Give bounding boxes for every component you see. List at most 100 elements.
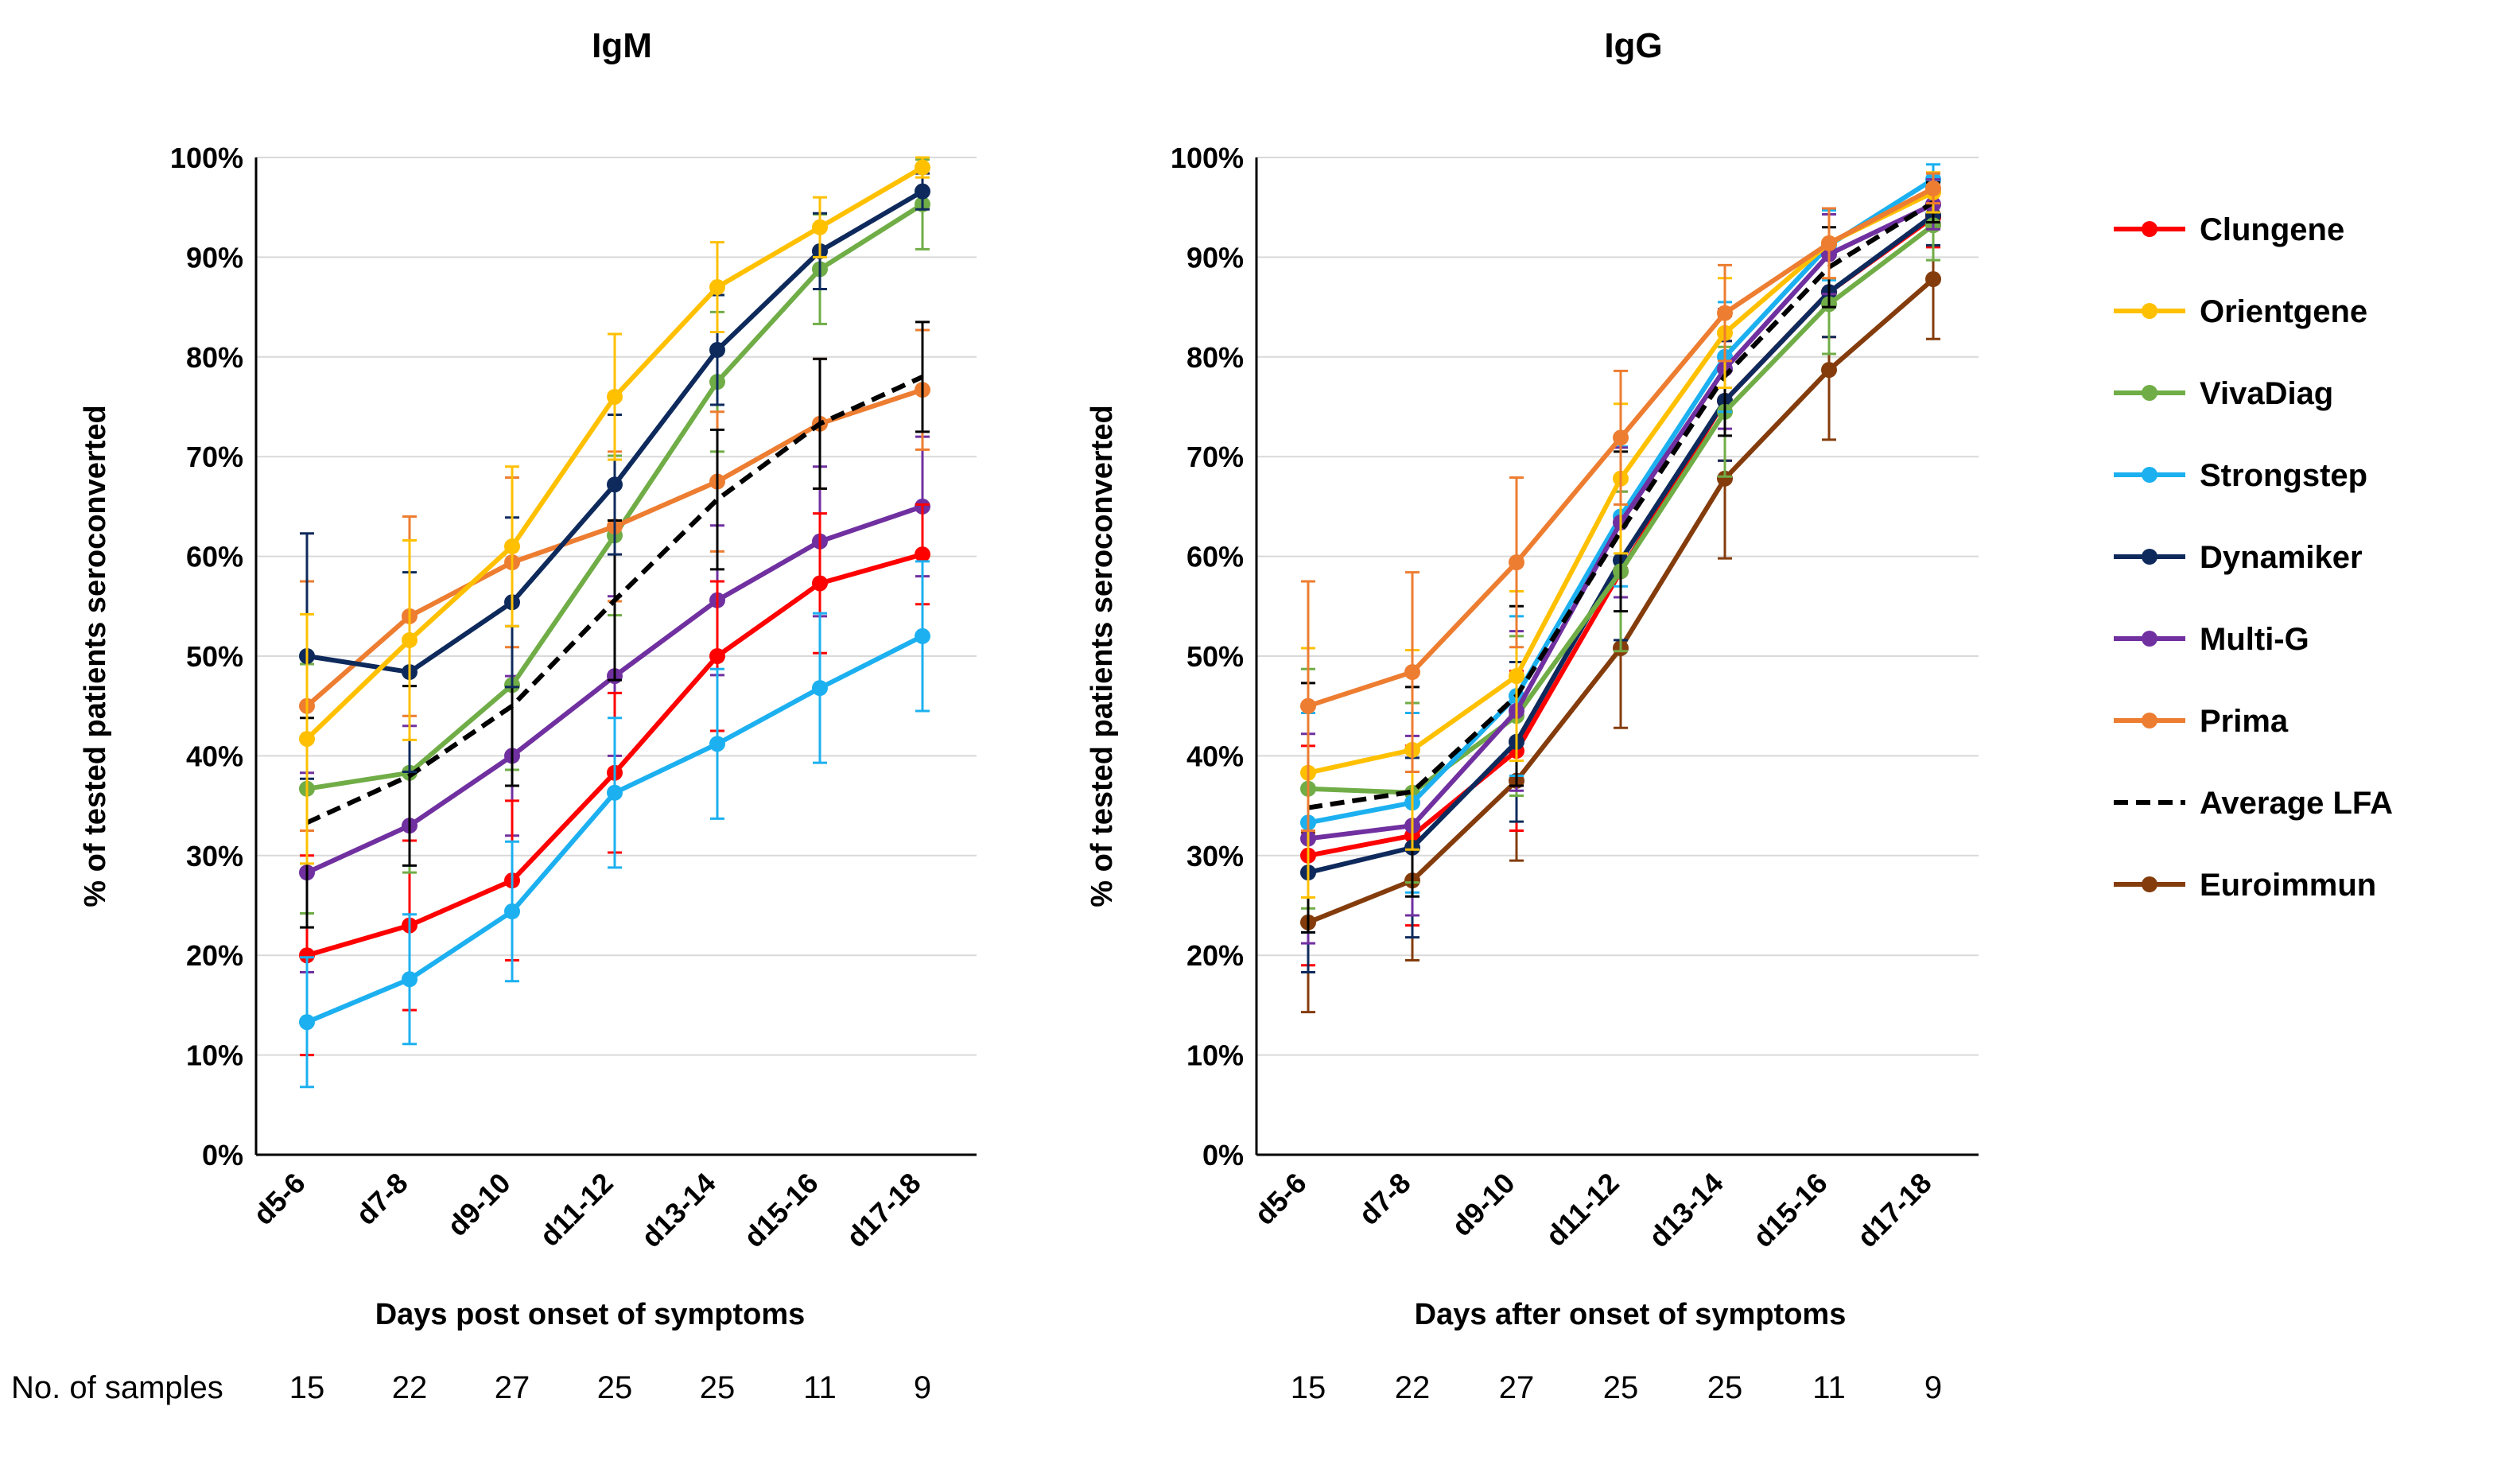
y-tick-label: 20% bbox=[186, 939, 243, 972]
sample-count: 9 bbox=[914, 1370, 931, 1405]
data-point bbox=[1925, 270, 1941, 287]
y-tick-label: 90% bbox=[1186, 241, 1244, 274]
y-tick-label: 70% bbox=[186, 441, 243, 473]
data-point bbox=[1404, 664, 1420, 681]
data-point bbox=[709, 736, 725, 752]
data-point bbox=[915, 183, 930, 200]
y-tick-label: 10% bbox=[186, 1039, 243, 1072]
series-orientgene bbox=[299, 156, 930, 865]
data-point bbox=[504, 538, 520, 555]
sample-count: 25 bbox=[1603, 1370, 1639, 1405]
data-point bbox=[1821, 235, 1837, 251]
legend-label: Clungene bbox=[2200, 212, 2344, 247]
series-prima bbox=[1300, 172, 1941, 832]
legend-marker bbox=[2142, 631, 2157, 647]
x-tick-label: d13-14 bbox=[1642, 1167, 1730, 1254]
legend-label: Strongstep bbox=[2200, 458, 2367, 493]
sample-count: 22 bbox=[1395, 1370, 1431, 1405]
legend-item-strongstep: Strongstep bbox=[2114, 458, 2367, 493]
x-axis-label: Days post onset of symptoms bbox=[375, 1298, 806, 1331]
legend-marker bbox=[2142, 221, 2157, 237]
x-tick-label: d11-12 bbox=[1539, 1167, 1625, 1253]
legend-item-orientgene: Orientgene bbox=[2114, 294, 2367, 329]
data-point bbox=[709, 648, 725, 664]
legend-item-euroimmun: Euroimmun bbox=[2114, 868, 2376, 903]
x-tick-label: d9-10 bbox=[441, 1167, 516, 1242]
data-point bbox=[299, 1014, 315, 1031]
legend-item-average-lfa: Average LFA bbox=[2114, 786, 2393, 821]
data-point bbox=[607, 388, 623, 405]
data-point bbox=[915, 159, 930, 176]
sample-count: 9 bbox=[1924, 1370, 1942, 1405]
sample-count: 27 bbox=[1499, 1370, 1535, 1405]
data-point bbox=[812, 575, 828, 592]
sample-count: 11 bbox=[803, 1370, 837, 1405]
x-tick-label: d15-16 bbox=[737, 1167, 825, 1254]
data-point bbox=[1821, 362, 1837, 379]
legend-item-multi-g: Multi-G bbox=[2114, 622, 2309, 657]
y-tick-label: 30% bbox=[186, 840, 243, 872]
data-point bbox=[1509, 668, 1524, 685]
data-point bbox=[1509, 554, 1524, 571]
x-tick-label: d17-18 bbox=[1851, 1167, 1938, 1254]
legend-label: Orientgene bbox=[2200, 294, 2367, 329]
data-point bbox=[709, 342, 725, 359]
legend-label: Average LFA bbox=[2200, 786, 2393, 821]
sample-count: 25 bbox=[1707, 1370, 1743, 1405]
samples-label: No. of samples bbox=[11, 1370, 223, 1405]
x-axis-label: Days after onset of symptoms bbox=[1415, 1298, 1847, 1331]
chart-title: IgM bbox=[592, 26, 652, 65]
legend-marker bbox=[2142, 303, 2157, 319]
data-point bbox=[812, 680, 828, 697]
data-point bbox=[1925, 180, 1941, 196]
sample-count: 25 bbox=[700, 1370, 736, 1405]
sample-count: 11 bbox=[1812, 1370, 1846, 1405]
data-point bbox=[1613, 429, 1629, 446]
legend-item-prima: Prima bbox=[2114, 704, 2289, 739]
y-tick-label: 60% bbox=[1186, 541, 1244, 573]
legend-item-clungene: Clungene bbox=[2114, 212, 2344, 247]
chart-igg: IgG 0% 10% 20% 30% 40% 50% 60% 70% 80% 90% 100% d5-6… bbox=[1086, 26, 1979, 1405]
y-tick-label: 20% bbox=[1186, 939, 1244, 972]
legend-marker bbox=[2142, 876, 2157, 892]
legend-label: Prima bbox=[2200, 704, 2289, 739]
y-tick-label: 100% bbox=[1171, 142, 1244, 174]
y-tick-label: 70% bbox=[1186, 441, 1244, 473]
x-tick-label: d11-12 bbox=[533, 1167, 619, 1253]
y-tick-label: 50% bbox=[1186, 640, 1244, 673]
y-axis-label: % of tested patients seroconverted bbox=[1086, 405, 1119, 907]
data-point bbox=[709, 279, 725, 296]
y-tick-label: 80% bbox=[186, 341, 243, 374]
y-tick-label: 50% bbox=[186, 640, 243, 673]
y-tick-label: 80% bbox=[1186, 341, 1244, 374]
x-tick-label: d9-10 bbox=[1445, 1167, 1520, 1242]
legend-item-vivadiag: VivaDiag bbox=[2114, 376, 2333, 411]
legend-item-dynamiker: Dynamiker bbox=[2114, 540, 2363, 575]
data-point bbox=[504, 903, 520, 920]
chart-title: IgG bbox=[1604, 26, 1662, 65]
y-tick-label: 10% bbox=[1186, 1039, 1244, 1072]
y-tick-label: 90% bbox=[186, 241, 243, 274]
legend-marker bbox=[2142, 385, 2157, 401]
sample-count: 15 bbox=[1291, 1370, 1326, 1405]
data-point bbox=[915, 546, 930, 563]
legend-marker bbox=[2142, 713, 2157, 728]
data-point bbox=[299, 947, 315, 964]
legend-marker bbox=[2142, 549, 2157, 565]
y-tick-label: 100% bbox=[170, 142, 243, 174]
sample-count: 22 bbox=[392, 1370, 428, 1405]
x-tick-label: d5-6 bbox=[1248, 1167, 1312, 1231]
x-tick-label: d15-16 bbox=[1746, 1167, 1834, 1254]
legend-label: Dynamiker bbox=[2200, 540, 2363, 575]
legend-label: Multi-G bbox=[2200, 622, 2309, 657]
y-tick-label: 30% bbox=[1186, 840, 1244, 872]
y-axis-label: % of tested patients seroconverted bbox=[79, 405, 112, 907]
data-point bbox=[299, 731, 315, 748]
chart-igm: IgM 0% 10% 20% 30% 40% 50% 60% 70% 80% 90% 100% d5-6… bbox=[11, 26, 977, 1405]
legend-label: VivaDiag bbox=[2200, 376, 2333, 411]
x-tick-label: d17-18 bbox=[840, 1167, 927, 1254]
y-tick-label: 0% bbox=[202, 1139, 243, 1171]
x-tick-label: d5-6 bbox=[247, 1167, 311, 1231]
data-point bbox=[1717, 305, 1733, 321]
